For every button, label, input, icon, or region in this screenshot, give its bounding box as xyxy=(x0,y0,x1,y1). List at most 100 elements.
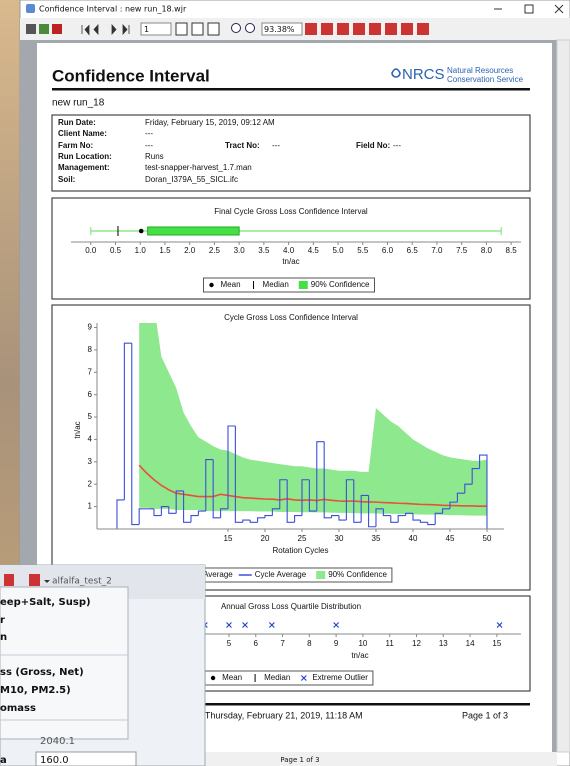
x-tick-label: 4.0 xyxy=(283,246,295,255)
x-axis-label: tn/ac xyxy=(351,651,368,660)
page: Confidence Interval : new run_18.wjr 1 9… xyxy=(0,0,570,766)
app-icon xyxy=(26,4,35,13)
info-value: --- xyxy=(272,141,280,150)
x-tick-label: 45 xyxy=(446,534,455,543)
y-tick-label: 5 xyxy=(88,412,93,421)
field-label: a xyxy=(0,755,7,766)
zoom-value: 93.38% xyxy=(264,25,295,34)
legend-symbol xyxy=(211,676,215,680)
x-tick-label: 15 xyxy=(492,639,501,648)
legend: Mean Median 90% Confidence xyxy=(204,278,375,292)
x-tick-label: 12 xyxy=(412,639,421,648)
legend-label: Mean xyxy=(221,280,241,289)
info-value: --- xyxy=(145,129,153,138)
x-tick-label: 35 xyxy=(372,534,381,543)
info-label: Soil: xyxy=(58,175,75,184)
report-title: Confidence Interval xyxy=(52,66,210,85)
overlay-icon[interactable] xyxy=(4,574,14,586)
info-label: Tract No: xyxy=(225,141,260,150)
x-tick-label: 6 xyxy=(254,639,259,648)
x-tick-label: 25 xyxy=(298,534,307,543)
partial-value: 2040.1 xyxy=(40,736,75,747)
x-tick-label: 30 xyxy=(335,534,344,543)
menu-item[interactable]: eep+Salt, Susp) xyxy=(0,597,91,608)
screen: Confidence Interval : new run_18.wjr 1 9… xyxy=(0,0,570,766)
x-tick-label: 1.5 xyxy=(159,246,171,255)
scrollbar[interactable] xyxy=(557,40,570,752)
window-title: Confidence Interval : new run_18.wjr xyxy=(39,5,187,14)
header-rule xyxy=(52,88,530,91)
x-tick-label: 40 xyxy=(409,534,418,543)
info-value: --- xyxy=(393,141,401,150)
x-tick-label: 20 xyxy=(261,534,270,543)
org-line: Natural Resources xyxy=(447,66,513,75)
chart-title: Cycle Gross Loss Confidence Interval xyxy=(224,313,358,322)
menu-item[interactable]: M10, PM2.5) xyxy=(0,685,71,696)
legend-label: Cycle Average xyxy=(255,570,307,579)
legend: Average Cycle Average 90% Confidence xyxy=(186,568,392,582)
y-tick-label: 3 xyxy=(88,457,93,466)
info-value: test-snapper-harvest_1.7.man xyxy=(145,163,252,172)
chart-title: Final Cycle Gross Loss Confidence Interv… xyxy=(214,207,368,216)
overlay-window: alfalfa_test_2 eep+Salt, Susp) rn ss (Gros… xyxy=(0,565,205,766)
x-tick-label: 7.0 xyxy=(431,246,443,255)
overlay-tab[interactable]: alfalfa_test_2 xyxy=(52,577,112,587)
overlay-icon[interactable] xyxy=(29,574,40,586)
x-tick-label: 0.5 xyxy=(110,246,122,255)
footer-page: Page 1 of 3 xyxy=(462,710,508,720)
x-tick-label: 0.0 xyxy=(85,246,97,255)
menu-item[interactable]: r xyxy=(0,615,5,626)
x-tick-label: 9 xyxy=(334,639,339,648)
legend-label: Median xyxy=(264,673,290,682)
x-tick-label: 2.5 xyxy=(209,246,221,255)
menu-item[interactable]: ss (Gross, Net) xyxy=(0,667,84,678)
legend-label: Average xyxy=(203,570,233,579)
info-label: Farm No: xyxy=(58,141,93,150)
status-page: Page 1 of 3 xyxy=(280,756,319,764)
x-tick-label: 14 xyxy=(466,639,475,648)
x-tick-label: 8.0 xyxy=(481,246,493,255)
x-tick-label: 15 xyxy=(224,534,233,543)
info-value: --- xyxy=(145,141,153,150)
x-tick-label: 7 xyxy=(280,639,285,648)
menu-item[interactable]: omass xyxy=(0,703,36,714)
info-label: Field No: xyxy=(356,141,390,150)
legend-label: Mean xyxy=(222,673,242,682)
logo-text: NRCS xyxy=(402,66,445,83)
x-tick-label: 11 xyxy=(386,639,395,648)
x-tick-label: 6.0 xyxy=(382,246,394,255)
y-tick-label: 6 xyxy=(88,390,93,399)
menu-item[interactable]: n xyxy=(0,632,7,643)
info-value: Runs xyxy=(145,152,164,161)
org-line: Conservation Service xyxy=(447,75,524,84)
run-name: new run_18 xyxy=(52,98,105,109)
info-value: Doran_I379A_55_SICL.ifc xyxy=(145,175,238,184)
legend-symbol xyxy=(209,283,213,287)
info-label: Run Date: xyxy=(58,118,96,127)
x-tick-label: 3.0 xyxy=(234,246,246,255)
x-tick-label: 5.5 xyxy=(357,246,369,255)
y-tick-label: 4 xyxy=(88,435,93,444)
info-label: Management: xyxy=(58,163,110,172)
x-tick-label: 8.5 xyxy=(506,246,518,255)
y-tick-label: 7 xyxy=(88,367,93,376)
mean-mark xyxy=(139,229,144,234)
x-tick-label: 10 xyxy=(358,639,367,648)
x-tick-label: 5.0 xyxy=(332,246,344,255)
legend-label: Median xyxy=(263,280,289,289)
legend-label: 90% Confidence xyxy=(311,280,370,289)
y-tick-label: 1 xyxy=(88,502,93,511)
x-tick-label: 1.0 xyxy=(135,246,147,255)
info-label: Run Location: xyxy=(58,152,112,161)
x-tick-label: 2.0 xyxy=(184,246,196,255)
chart-title: Annual Gross Loss Quartile Distribution xyxy=(221,602,361,611)
legend-label: 90% Confidence xyxy=(328,570,387,579)
x-tick-label: 7.5 xyxy=(456,246,468,255)
x-tick-label: 4.5 xyxy=(308,246,320,255)
x-axis-label: Rotation Cycles xyxy=(272,546,328,555)
x-axis-label: tn/ac xyxy=(282,257,299,266)
x-tick-label: 50 xyxy=(483,534,492,543)
page-input-value: 1 xyxy=(144,25,149,34)
x-tick-label: 13 xyxy=(439,639,448,648)
